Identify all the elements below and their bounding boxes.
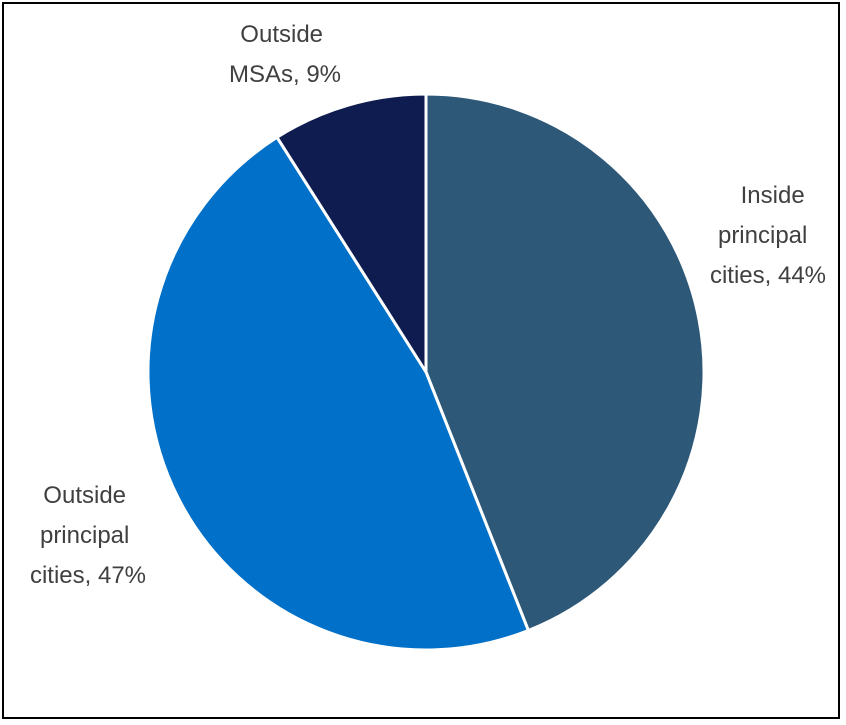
label-line: MSAs, 9% <box>229 61 341 88</box>
pie-slice-inside-principal-cities <box>424 92 706 632</box>
label-line: cities, 44% <box>710 262 826 289</box>
label-line: principal <box>718 222 807 249</box>
pie-slice-outside-msas <box>275 92 428 374</box>
pie-slices <box>146 92 706 652</box>
slice-label-outside-principal-cities: Outside principal cities, 47% <box>30 482 146 589</box>
label-line: principal <box>40 522 129 549</box>
slice-label-outside-msas: Outside MSAs, 9% <box>229 21 341 88</box>
pie-slice-outside-principal-cities <box>146 135 530 652</box>
label-line: Outside <box>43 482 126 509</box>
label-line: Inside <box>741 182 805 209</box>
label-line: cities, 47% <box>30 562 146 589</box>
slice-label-inside-principal-cities: Inside principal cities, 44% <box>710 182 826 289</box>
label-line: Outside <box>240 21 323 48</box>
